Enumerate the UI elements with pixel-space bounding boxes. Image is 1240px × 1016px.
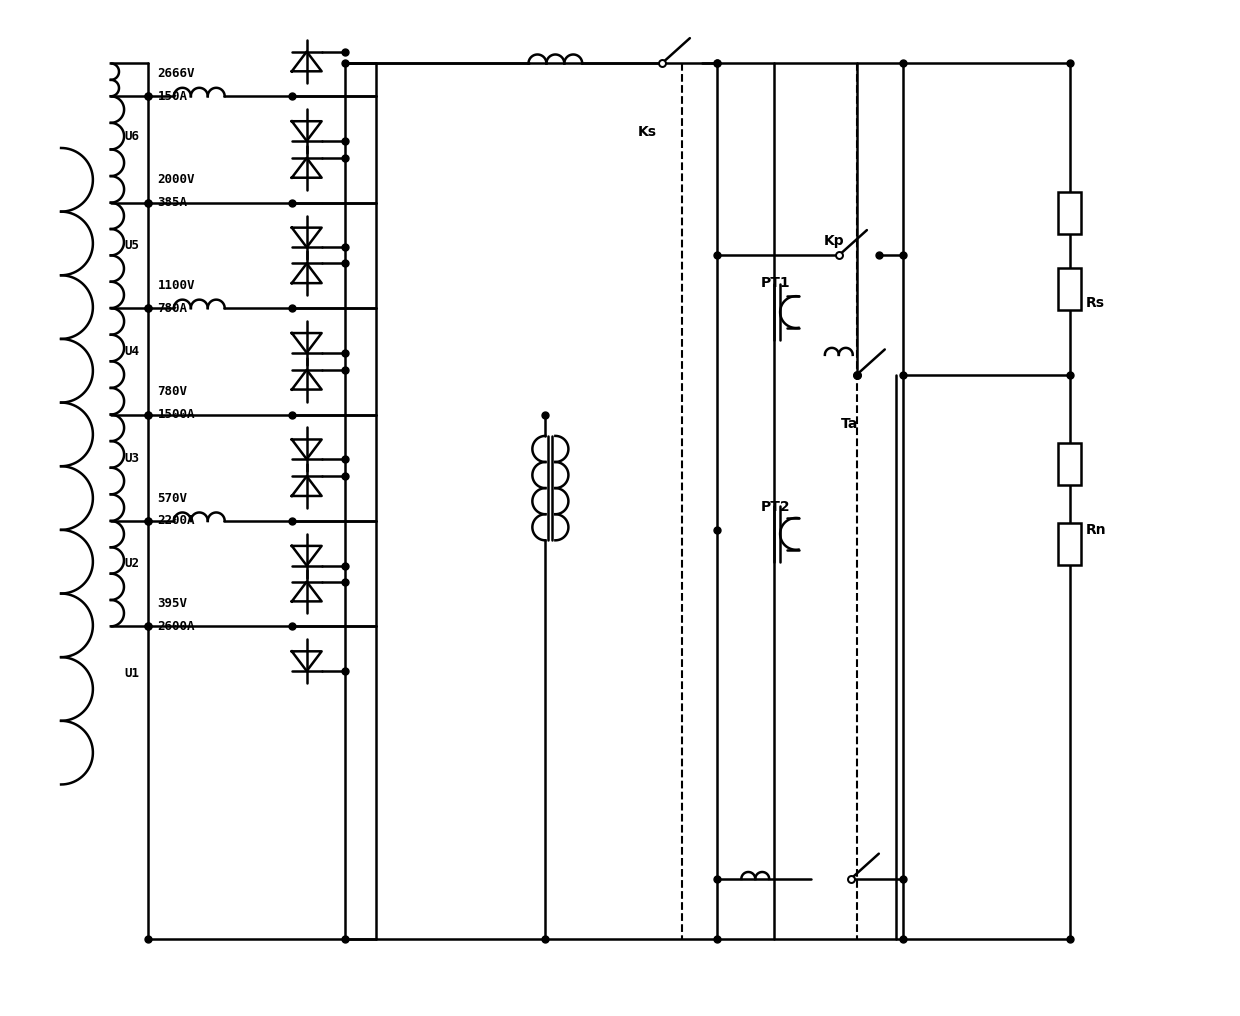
Text: 2600A: 2600A — [157, 620, 195, 633]
Text: U1: U1 — [125, 666, 140, 680]
Text: U3: U3 — [125, 452, 140, 464]
Text: 780A: 780A — [157, 302, 187, 315]
Text: PT2: PT2 — [761, 500, 791, 514]
Text: 2200A: 2200A — [157, 514, 195, 527]
Text: U4: U4 — [125, 345, 140, 359]
Bar — [1058, 523, 1081, 565]
Bar — [1058, 443, 1081, 485]
Bar — [1058, 268, 1081, 310]
Text: Rs: Rs — [1085, 296, 1105, 310]
Text: 395V: 395V — [157, 597, 187, 610]
Text: U5: U5 — [125, 239, 140, 252]
Text: Rn: Rn — [1085, 523, 1106, 536]
Text: U6: U6 — [125, 130, 140, 142]
Text: 780V: 780V — [157, 385, 187, 398]
Text: 570V: 570V — [157, 492, 187, 505]
Text: 1500A: 1500A — [157, 408, 195, 421]
Text: Ta: Ta — [841, 418, 858, 432]
Text: 2000V: 2000V — [157, 174, 195, 186]
Text: Kp: Kp — [823, 235, 844, 249]
Text: Ks: Ks — [637, 125, 657, 139]
Bar — [1058, 192, 1081, 234]
Text: 385A: 385A — [157, 196, 187, 209]
Text: PT1: PT1 — [761, 276, 791, 291]
Text: 2666V: 2666V — [157, 67, 195, 80]
Text: 150A: 150A — [157, 89, 187, 103]
Text: U2: U2 — [125, 557, 140, 570]
Text: 1100V: 1100V — [157, 278, 195, 292]
